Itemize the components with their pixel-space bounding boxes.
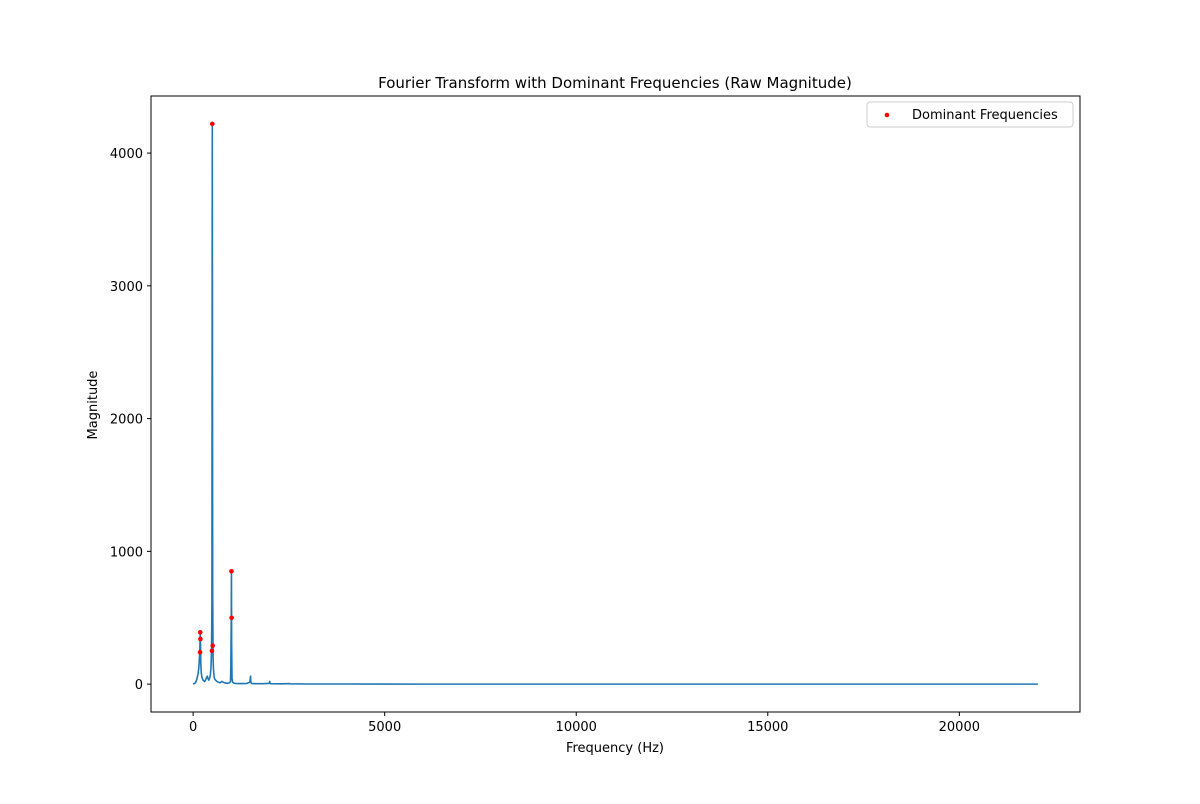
chart-title: Fourier Transform with Dominant Frequenc… <box>378 74 852 92</box>
plot-area <box>192 121 1038 685</box>
dominant-frequency-point <box>198 636 203 642</box>
legend-box <box>866 101 1074 128</box>
y-tick-label: 2000 <box>110 413 143 428</box>
x-tick-label: 0 <box>189 720 197 735</box>
dominant-frequency-point <box>210 643 215 648</box>
dominant-frequency-point <box>229 615 234 621</box>
spectrum-line <box>192 123 1038 685</box>
axes-frame <box>150 95 1081 713</box>
y-tick-label: 0 <box>135 678 143 693</box>
y-tick-label: 3000 <box>110 280 143 295</box>
y-tick-label: 1000 <box>110 545 143 560</box>
legend: Dominant Frequencies <box>866 101 1074 128</box>
dominant-frequency-point <box>209 648 215 654</box>
x-tick-label: 10000 <box>556 720 597 735</box>
x-tick-label: 5000 <box>368 720 401 735</box>
dominant-frequency-point <box>209 121 215 127</box>
x-tick-label: 15000 <box>747 720 788 735</box>
y-tick-label: 4000 <box>110 147 143 162</box>
dominant-frequency-point <box>229 568 234 574</box>
dominant-frequency-point <box>197 630 203 635</box>
legend-marker <box>884 112 890 118</box>
dominant-frequency-point <box>197 649 203 655</box>
x-tick-label: 20000 <box>939 720 980 735</box>
legend-label: Dominant Frequencies <box>912 108 1058 123</box>
x-axis: 0 5000 10000 15000 20000 <box>189 712 980 735</box>
y-axis: 0 1000 2000 3000 4000 <box>110 147 151 693</box>
y-axis-label: Magnitude <box>86 371 101 440</box>
x-axis-label: Frequency (Hz) <box>566 741 664 756</box>
